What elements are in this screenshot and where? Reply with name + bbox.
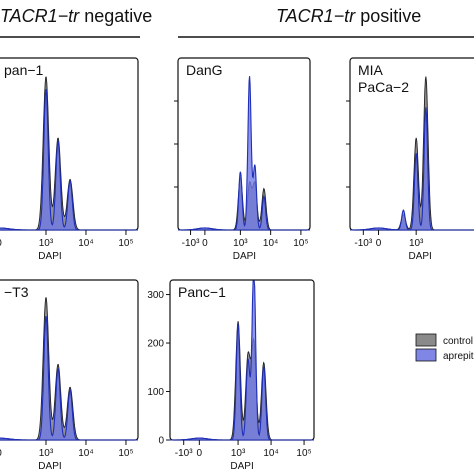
panel-label: Panc−1	[178, 284, 226, 300]
panel-label: −T3	[4, 284, 29, 300]
x-tick-label: 10⁴	[78, 238, 93, 249]
y-tick-label: 300	[147, 290, 164, 301]
x-tick-label: 0	[0, 238, 2, 249]
y-tick-label: 100	[147, 387, 164, 398]
right-group-title-rest: positive	[355, 6, 421, 26]
x-tick-label: 10³	[39, 238, 54, 249]
series-aprepitant-area	[170, 280, 314, 441]
x-axis-label: DAPI	[38, 461, 61, 472]
x-tick-label: -10³	[182, 238, 200, 249]
x-tick-label: 0	[197, 448, 203, 459]
x-tick-label: 0	[202, 238, 208, 249]
x-axis-label: DAPI	[409, 251, 432, 262]
series-aprepitant-area	[0, 315, 138, 441]
x-tick-label: 10⁵	[118, 448, 133, 459]
right-group-title: TACR1−tr positive	[276, 6, 421, 26]
panel-label-line1: MIA	[358, 62, 384, 78]
x-tick-label: 10⁵	[118, 238, 133, 249]
y-tick-label: 200	[147, 339, 164, 350]
legend: control aprepitant	[415, 333, 474, 362]
histogram-panel-t3: −T3 0 10³ 10⁴ 10⁵ DAPI	[0, 279, 139, 472]
x-tick-label: 10³	[233, 238, 248, 249]
series-aprepitant-area	[178, 76, 310, 231]
x-tick-label: 0	[0, 448, 2, 459]
x-axis-label: DAPI	[230, 461, 253, 472]
x-tick-label: 10⁵	[293, 238, 308, 249]
legend-label-aprepitant: aprepitant	[443, 351, 474, 362]
plot-frame	[177, 57, 311, 231]
x-tick-label: 10³	[409, 238, 424, 249]
panel-label-line2: PaCa−2	[358, 79, 409, 95]
legend-swatch-aprepitant	[415, 348, 437, 362]
x-tick-label: 10⁴	[78, 448, 93, 459]
x-tick-label: 10⁴	[263, 448, 278, 459]
left-group-title-italic: TACR1−tr	[0, 6, 80, 26]
x-tick-label: 10⁵	[296, 448, 311, 459]
panel-label: pan−1	[4, 62, 44, 78]
histogram-panel-panc1: Panc−1 -10³ 0 10³ 10⁴ 10⁵ DAPI 0 100 200 300	[147, 279, 315, 472]
x-tick-label: 0	[376, 238, 382, 249]
y-tick-label: 0	[158, 436, 164, 447]
x-axis-label: DAPI	[233, 251, 256, 262]
series-control-area	[350, 76, 474, 231]
left-group-title: TACR1−tr negative	[0, 6, 152, 26]
series-aprepitant-area	[0, 88, 138, 231]
x-tick-label: 10³	[231, 448, 246, 459]
legend-swatch-control	[415, 333, 437, 347]
x-tick-label: 10⁴	[263, 238, 278, 249]
series-aprepitant-area	[350, 107, 474, 231]
left-group-title-rest: negative	[79, 6, 152, 26]
panel-label: DanG	[186, 62, 223, 78]
x-tick-label: 10³	[39, 448, 54, 459]
histogram-panel-capan1: pan−1 0 10³ 10⁴ 10⁵ DAPI	[0, 57, 139, 262]
x-axis-label: DAPI	[38, 251, 61, 262]
histogram-panel-dang: DanG -10³ 0 10³ 10⁴ 10⁵ DAPI	[174, 57, 311, 262]
x-tick-label: -10³	[354, 238, 372, 249]
x-tick-label: -10³	[175, 448, 193, 459]
right-group-title-italic: TACR1−tr	[276, 6, 356, 26]
legend-label-control: control	[443, 336, 473, 347]
